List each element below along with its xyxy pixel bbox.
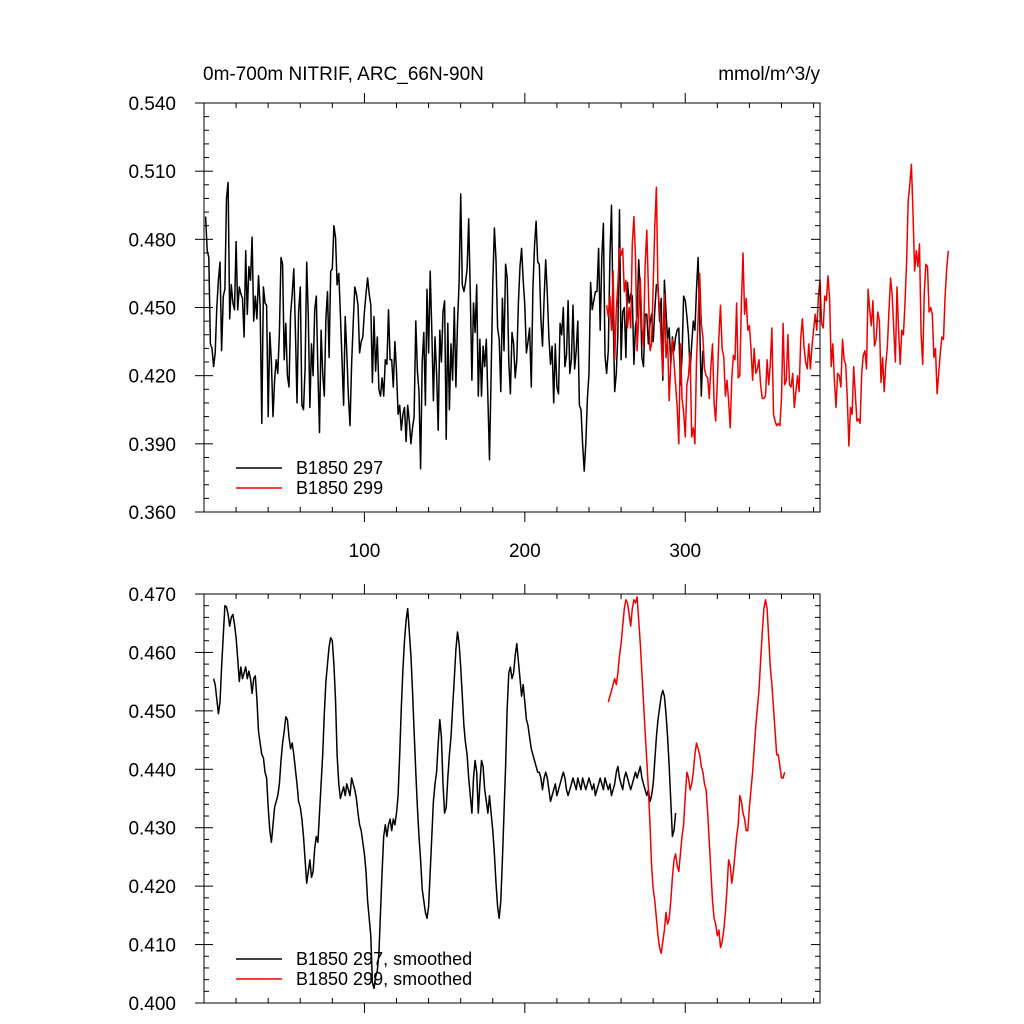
- y-tick-label: 0.440: [128, 760, 176, 781]
- x-tick-label: 100: [349, 541, 381, 562]
- y-tick-label: 0.540: [128, 94, 176, 115]
- x-tick-label: 300: [669, 541, 701, 562]
- y-tick-label: 0.410: [128, 936, 176, 957]
- top-plot-panel: 0.360 0.390 0.420 0.450 0.480 0.510 0.540 100 20…: [128, 93, 950, 562]
- bottom-plot-panel: 0.400 0.410 0.420 0.430 0.440 0.450 0.460 0.470…: [128, 584, 821, 1015]
- legend-label-2: B1850 299, smoothed: [296, 969, 472, 989]
- plot-frame: [203, 593, 821, 1004]
- y-tick-label: 0.360: [128, 503, 176, 524]
- y-tick-label: 0.400: [128, 994, 176, 1015]
- y-tick-label: 0.430: [128, 819, 176, 840]
- y-tick-label: 0.460: [128, 643, 176, 664]
- legend-label-1: B1850 297: [296, 458, 383, 478]
- x-tick-label: 200: [509, 541, 541, 562]
- series-line-2: [605, 163, 950, 447]
- y-tick-label: 0.450: [128, 702, 176, 723]
- y-tick-label: 0.470: [128, 585, 176, 606]
- y-tick-label: 0.420: [128, 367, 176, 388]
- y-tick-label: 0.390: [128, 435, 176, 456]
- legend-label-1: B1850 297, smoothed: [296, 949, 472, 969]
- series-line-1: [204, 181, 704, 472]
- plot-frame: [203, 102, 821, 513]
- y-tick-label: 0.420: [128, 877, 176, 898]
- top-title-right: mmol/m^3/y: [718, 64, 820, 85]
- y-tick-label: 0.480: [128, 230, 176, 251]
- top-title-left: 0m-700m NITRIF, ARC_66N-90N: [203, 64, 484, 85]
- series-line-2: [607, 596, 786, 955]
- y-tick-label: 0.450: [128, 299, 176, 320]
- y-tick-label: 0.510: [128, 162, 176, 183]
- legend-label-2: B1850 299: [296, 478, 383, 498]
- series-line-1: [212, 604, 677, 990]
